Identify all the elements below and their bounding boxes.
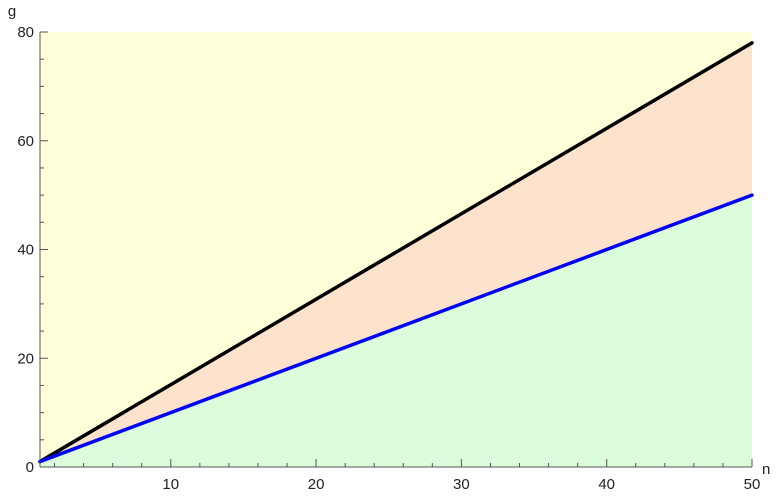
series-line-2 — [38, 193, 754, 464]
x-tick-label: 50 — [744, 476, 761, 493]
region-above-black — [40, 32, 752, 462]
y-tick-label: 0 — [26, 459, 34, 476]
series-line-1 — [38, 41, 754, 464]
shaded-regions — [40, 32, 752, 467]
y-tick-label: 20 — [17, 350, 34, 367]
x-tick-label: 40 — [598, 476, 615, 493]
series-lines — [38, 41, 754, 464]
x-axis-label: n — [762, 461, 770, 478]
x-tick-label: 30 — [453, 476, 470, 493]
axis-ticks: 10 20 30 40 50 0 20 40 60 80 — [17, 24, 760, 493]
y-tick-label: 40 — [17, 242, 34, 259]
y-tick-label: 80 — [17, 24, 34, 41]
y-axis-label: g — [8, 3, 16, 20]
x-tick-label: 20 — [308, 476, 325, 493]
x-tick-label: 10 — [162, 476, 179, 493]
y-tick-label: 60 — [17, 133, 34, 150]
